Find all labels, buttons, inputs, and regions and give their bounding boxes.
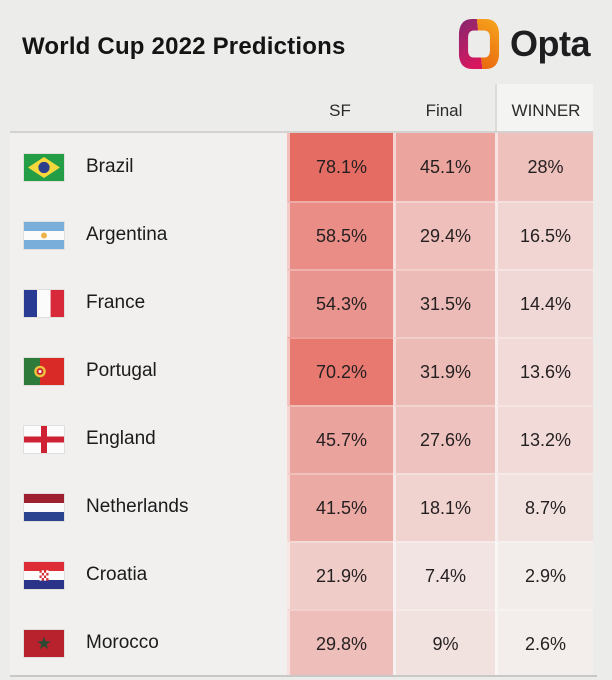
prob-cell-sf: 21.9%	[287, 541, 393, 609]
prob-cell-final: 7.4%	[393, 541, 495, 609]
prob-cell-final: 18.1%	[393, 473, 495, 541]
predictions-table: Brazil 78.1% 45.1% 28% Argentina 58.5% 2…	[10, 133, 593, 677]
prob-cell-final: 31.5%	[393, 269, 495, 337]
prob-cell-winner: 28%	[495, 133, 593, 201]
team-cell: Argentina	[10, 201, 287, 269]
team-cell: Croatia	[10, 541, 287, 609]
table-row: Portugal 70.2% 31.9% 13.6%	[10, 337, 593, 405]
table-row: Croatia 21.9% 7.4% 2.9%	[10, 541, 593, 609]
team-name: Morocco	[86, 632, 159, 653]
team-cell: Portugal	[10, 337, 287, 405]
opta-logo: Opta	[458, 18, 591, 70]
prob-cell-sf: 70.2%	[287, 337, 393, 405]
prob-cell-final: 29.4%	[393, 201, 495, 269]
prob-cell-winner: 16.5%	[495, 201, 593, 269]
column-header-sf: SF	[329, 101, 351, 120]
flag-icon-brazil	[24, 153, 64, 181]
flag-icon-portugal	[24, 357, 64, 385]
team-name: Brazil	[86, 156, 134, 177]
prob-cell-sf: 58.5%	[287, 201, 393, 269]
prob-cell-winner: 13.6%	[495, 337, 593, 405]
table-row: France 54.3% 31.5% 14.4%	[10, 269, 593, 337]
prob-cell-final: 45.1%	[393, 133, 495, 201]
prob-cell-sf: 78.1%	[287, 133, 393, 201]
flag-icon-england	[24, 425, 64, 453]
team-name: Argentina	[86, 224, 168, 245]
flag-icon-argentina	[24, 221, 64, 249]
prob-cell-winner: 14.4%	[495, 269, 593, 337]
table-row: Morocco 29.8% 9% 2.6%	[10, 609, 593, 677]
flag-icon-france	[24, 289, 64, 317]
table-row: Netherlands 41.5% 18.1% 8.7%	[10, 473, 593, 541]
team-cell: France	[10, 269, 287, 337]
prob-cell-final: 27.6%	[393, 405, 495, 473]
flag-icon-netherlands	[24, 493, 64, 521]
prob-cell-sf: 45.7%	[287, 405, 393, 473]
team-name: Netherlands	[86, 496, 189, 517]
column-header-final: Final	[425, 101, 463, 120]
table-row: England 45.7% 27.6% 13.2%	[10, 405, 593, 473]
prob-cell-sf: 29.8%	[287, 609, 393, 677]
prob-cell-sf: 54.3%	[287, 269, 393, 337]
flag-icon-croatia	[24, 561, 64, 589]
prob-cell-final: 9%	[393, 609, 495, 677]
prob-cell-winner: 8.7%	[495, 473, 593, 541]
table-row: Brazil 78.1% 45.1% 28%	[10, 133, 593, 201]
prob-cell-final: 31.9%	[393, 337, 495, 405]
table-bottom-border	[10, 675, 597, 677]
team-name: Croatia	[86, 564, 148, 585]
team-cell: England	[10, 405, 287, 473]
column-header-winner: WINNER	[511, 101, 581, 120]
column-headers: SF Final WINNER	[0, 0, 612, 131]
prob-cell-sf: 41.5%	[287, 473, 393, 541]
page-title: World Cup 2022 Predictions	[22, 33, 346, 60]
team-cell: Netherlands	[10, 473, 287, 541]
table-row: Argentina 58.5% 29.4% 16.5%	[10, 201, 593, 269]
team-cell: Brazil	[10, 133, 287, 201]
header-divider	[10, 131, 593, 133]
team-name: France	[86, 292, 146, 313]
flag-icon-morocco	[24, 629, 64, 657]
opta-logo-text: Opta	[509, 23, 591, 64]
team-name: Portugal	[86, 360, 157, 381]
opta-ring-icon	[458, 19, 500, 69]
team-cell: Morocco	[10, 609, 287, 677]
winner-column-highlight	[495, 84, 593, 131]
prob-cell-winner: 13.2%	[495, 405, 593, 473]
team-name: England	[86, 428, 156, 449]
prob-cell-winner: 2.9%	[495, 541, 593, 609]
prob-cell-winner: 2.6%	[495, 609, 593, 677]
